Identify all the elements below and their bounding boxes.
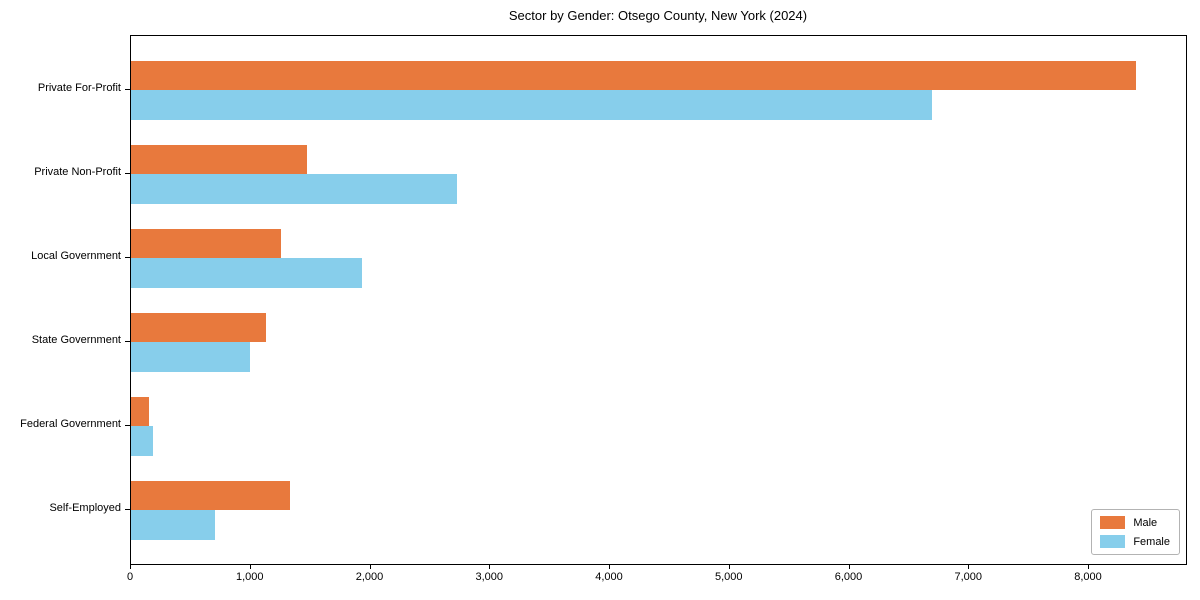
- x-tick-mark: [249, 564, 251, 569]
- bar-male-self-employed: [131, 480, 291, 511]
- x-axis-ticks: 0 1,000 2,000 3,000 4,000 5,000 6,000 7,000 8,00…: [126, 564, 1185, 594]
- x-tick-mark: [1088, 564, 1089, 569]
- x-tick-mark: [489, 564, 491, 569]
- x-tick-label-1000: 1,000: [235, 571, 264, 583]
- y-tick-mark: [125, 173, 130, 175]
- x-tick-label-4000: 4,000: [595, 571, 623, 583]
- x-tick-label-6000: 6,000: [834, 571, 863, 583]
- y-tick-mark: [125, 341, 130, 343]
- x-tick-mark: [968, 564, 970, 569]
- legend-label-female: Female: [1133, 535, 1170, 548]
- legend-item-male: Male: [1100, 516, 1170, 529]
- bar-male-state-government: [131, 312, 267, 343]
- chart-title: Sector by Gender: Otsego County, New Yor…: [508, 8, 808, 23]
- bar-female-private-for-profit: [131, 90, 933, 120]
- bar-female-federal-government: [131, 426, 153, 456]
- y-tick-mark: [125, 89, 130, 91]
- bar-male-local-government: [131, 228, 281, 259]
- y-tick-label-local-government: Local Government: [31, 250, 121, 263]
- x-tick-mark: [848, 564, 850, 569]
- x-tick-mark: [609, 564, 610, 569]
- x-tick-label-5000: 5,000: [714, 571, 743, 583]
- legend: Male Female: [1091, 509, 1180, 555]
- y-tick-mark: [125, 425, 130, 427]
- x-tick-mark: [369, 564, 371, 569]
- x-tick-label-8000: 8,000: [1074, 571, 1102, 583]
- bar-female-private-non-profit: [131, 174, 457, 204]
- bar-female-state-government: [131, 342, 250, 372]
- y-tick-label-private-for-profit: Private For-Profit: [37, 82, 121, 95]
- x-tick-label-3000: 3,000: [475, 571, 504, 583]
- bar-female-self-employed: [131, 510, 215, 540]
- y-tick-label-private-non-profit: Private Non-Profit: [34, 166, 121, 179]
- legend-swatch-female: [1100, 535, 1126, 548]
- x-tick-label-7000: 7,000: [954, 571, 983, 583]
- y-tick-label-state-government: State Government: [31, 334, 121, 347]
- y-tick-mark: [125, 509, 130, 511]
- y-axis-labels: Private For-Profit Private Non-Profit Loca…: [0, 35, 121, 563]
- x-tick-mark: [728, 564, 730, 569]
- bar-male-private-for-profit: [131, 60, 1136, 91]
- plot-area: Male Female: [130, 35, 1187, 565]
- legend-item-female: Female: [1100, 535, 1170, 548]
- y-tick-label-self-employed: Self-Employed: [49, 502, 121, 515]
- x-tick-label-2000: 2,000: [355, 571, 384, 583]
- bar-female-local-government: [131, 258, 363, 288]
- legend-swatch-male: [1100, 516, 1126, 529]
- bar-male-federal-government: [131, 396, 149, 427]
- y-tick-label-federal-government: Federal Government: [20, 418, 121, 431]
- x-tick-mark: [130, 564, 131, 569]
- x-tick-label-0: 0: [126, 571, 134, 583]
- legend-label-male: Male: [1133, 516, 1158, 529]
- y-tick-mark: [125, 257, 130, 259]
- bar-male-private-non-profit: [131, 144, 308, 175]
